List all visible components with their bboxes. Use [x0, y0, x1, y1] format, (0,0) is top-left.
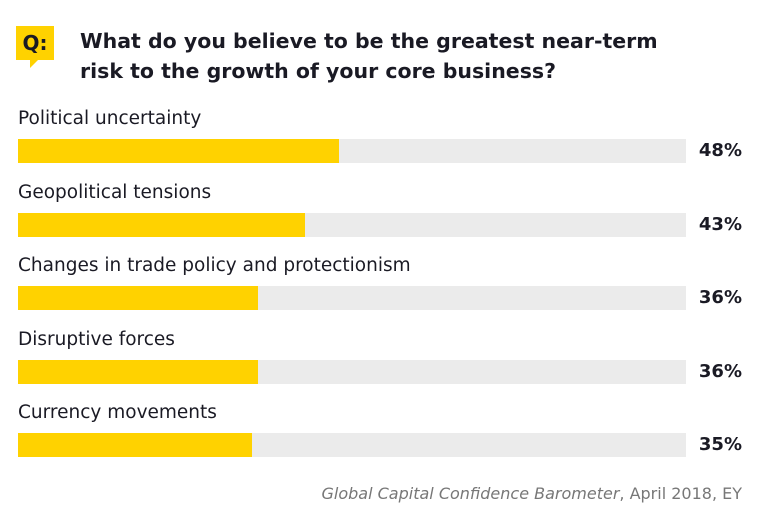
q-badge: Q: [16, 26, 54, 60]
category-label: Disruptive forces [18, 328, 175, 350]
category-label: Political uncertainty [18, 108, 202, 129]
chart-title: What do you believe to be the greatest n… [80, 29, 658, 83]
value-label: 36% [698, 360, 742, 382]
source-title: Global Capital Confidence Barometer [321, 484, 620, 503]
source-detail: , April 2018, EY [619, 484, 742, 503]
value-label: 36% [698, 287, 742, 309]
bar [18, 139, 339, 163]
value-label: 48% [698, 140, 742, 161]
category-label: Changes in trade policy and protectionis… [18, 255, 411, 277]
bar [18, 212, 306, 237]
value-label: 43% [698, 213, 742, 235]
value-label: 35% [698, 434, 742, 456]
bar [18, 286, 259, 311]
category-label: Currency movements [18, 402, 217, 424]
q-badge-tail [30, 58, 40, 68]
bar [18, 359, 259, 384]
source: Global Capital Confidence Barometer, Apr… [322, 484, 743, 503]
bar [18, 433, 252, 458]
category-label: Geopolitical tensions [18, 181, 212, 203]
